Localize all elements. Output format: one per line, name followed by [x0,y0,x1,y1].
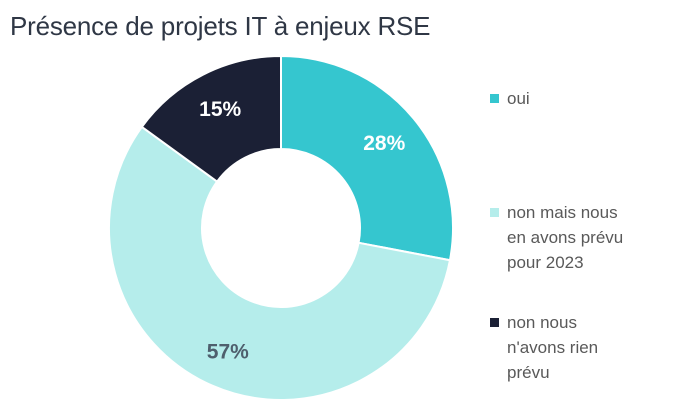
legend-item-non-rien-prevu: non nous n'avons rien prévu [490,310,635,385]
donut-slice-0 [280,54,454,262]
donut-slice-1 [108,125,452,402]
legend-marker-non-mais-prevu-2023-icon [490,208,499,217]
legend-marker-non-rien-prevu-icon [490,318,499,327]
legend-item-oui: oui [490,86,530,111]
donut-slice-2 [140,54,282,183]
slice-percent-label-0: 28% [363,132,405,155]
legend-item-non-mais-prevu-2023: non mais nous en avons prévu pour 2023 [490,200,635,275]
legend-label-oui: oui [507,89,530,108]
slice-percent-label-1: 57% [207,340,249,363]
legend-label-non-rien-prevu: non nous n'avons rien prévu [507,313,599,382]
chart-title: Présence de projets IT à enjeux RSE [10,11,431,41]
slice-percent-label-2: 15% [199,98,241,121]
legend-marker-oui-icon [490,94,499,103]
legend-label-non-mais-prevu-2023: non mais nous en avons prévu pour 2023 [507,203,624,272]
